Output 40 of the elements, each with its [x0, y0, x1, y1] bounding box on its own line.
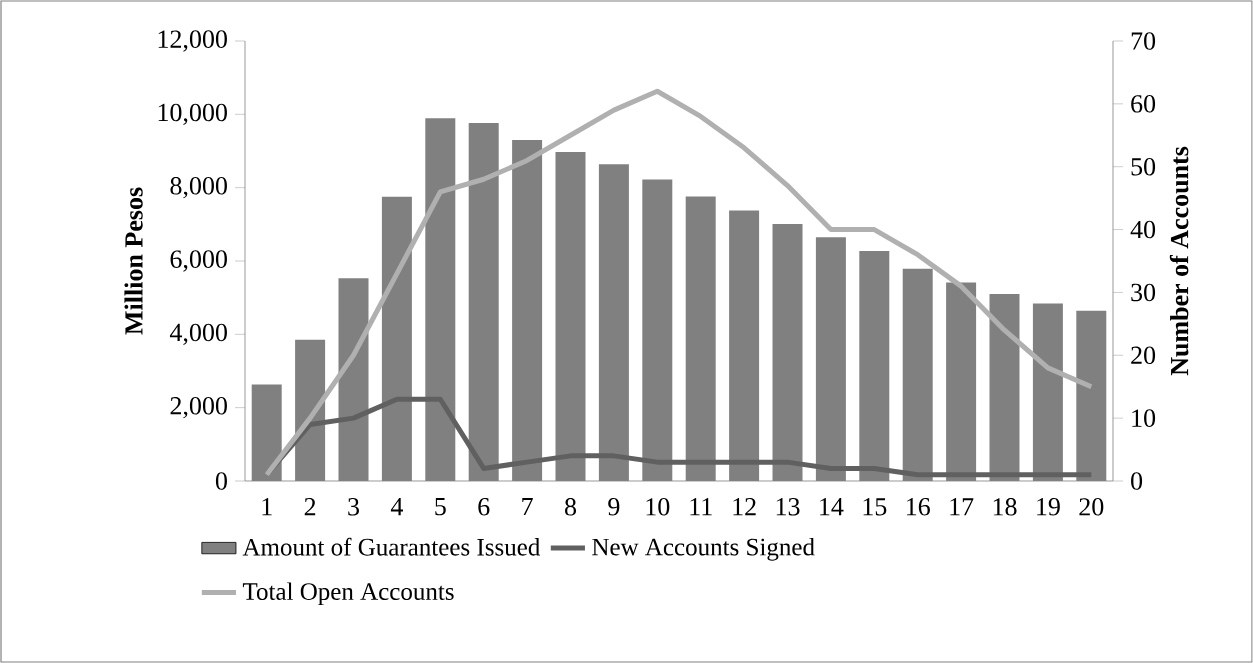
x-tick-label: 7 [522, 498, 533, 516]
x-tick-label: 10 [646, 498, 670, 516]
y-axis-title: Million Pesos [124, 187, 143, 335]
x-tick-label: 3 [348, 498, 359, 516]
y-tick-label: 4,000 [169, 323, 227, 345]
y2-tick-label: 70 [1131, 32, 1156, 50]
y-tick-label: 2,000 [170, 397, 227, 419]
x-tick-label: 20 [1079, 498, 1104, 516]
y-tick-label: 10,000 [158, 103, 227, 125]
y2-tick-label: 40 [1130, 220, 1156, 239]
y2-tick-label: 30 [1131, 283, 1156, 302]
x-tick-label: 4 [390, 498, 404, 516]
x-tick-label: 13 [776, 498, 800, 516]
y2-tick-label: 50 [1131, 157, 1156, 176]
y-tick-label: 6,000 [170, 250, 227, 272]
x-tick-label: 12 [733, 498, 756, 516]
x-tick-label: 8 [565, 498, 577, 516]
x-tick-label: 2 [304, 498, 316, 516]
x-tick-label: 11 [690, 498, 712, 516]
y-tick-label: 12,000 [158, 30, 227, 52]
y2-axis-title: Number of Accounts [1169, 146, 1189, 376]
y2-tick-label: 10 [1132, 409, 1156, 427]
legend-label: Amount of Guarantees Issued [242, 537, 541, 556]
x-tick-label: 16 [906, 498, 930, 516]
x-tick-label: 14 [820, 498, 844, 516]
x-tick-label: 5 [435, 498, 446, 516]
x-tick-label: 19 [1037, 498, 1060, 516]
x-tick-label: 15 [863, 498, 887, 516]
legend-label: Total Open Accounts [242, 582, 454, 606]
x-tick-label: 6 [478, 498, 490, 516]
x-tick-label: 17 [950, 498, 974, 516]
x-tick-label: 1 [262, 498, 272, 516]
y2-tick-label: 60 [1131, 95, 1156, 113]
x-tick-label: 9 [608, 498, 620, 516]
y2-tick-label: 0 [1131, 472, 1143, 490]
x-tick-label: 18 [993, 498, 1017, 516]
y2-tick-label: 20 [1131, 346, 1156, 365]
legend-label: New Accounts Signed [592, 537, 815, 561]
y-tick-label: 8,000 [170, 177, 227, 199]
y-tick-label: 0 [215, 472, 227, 490]
